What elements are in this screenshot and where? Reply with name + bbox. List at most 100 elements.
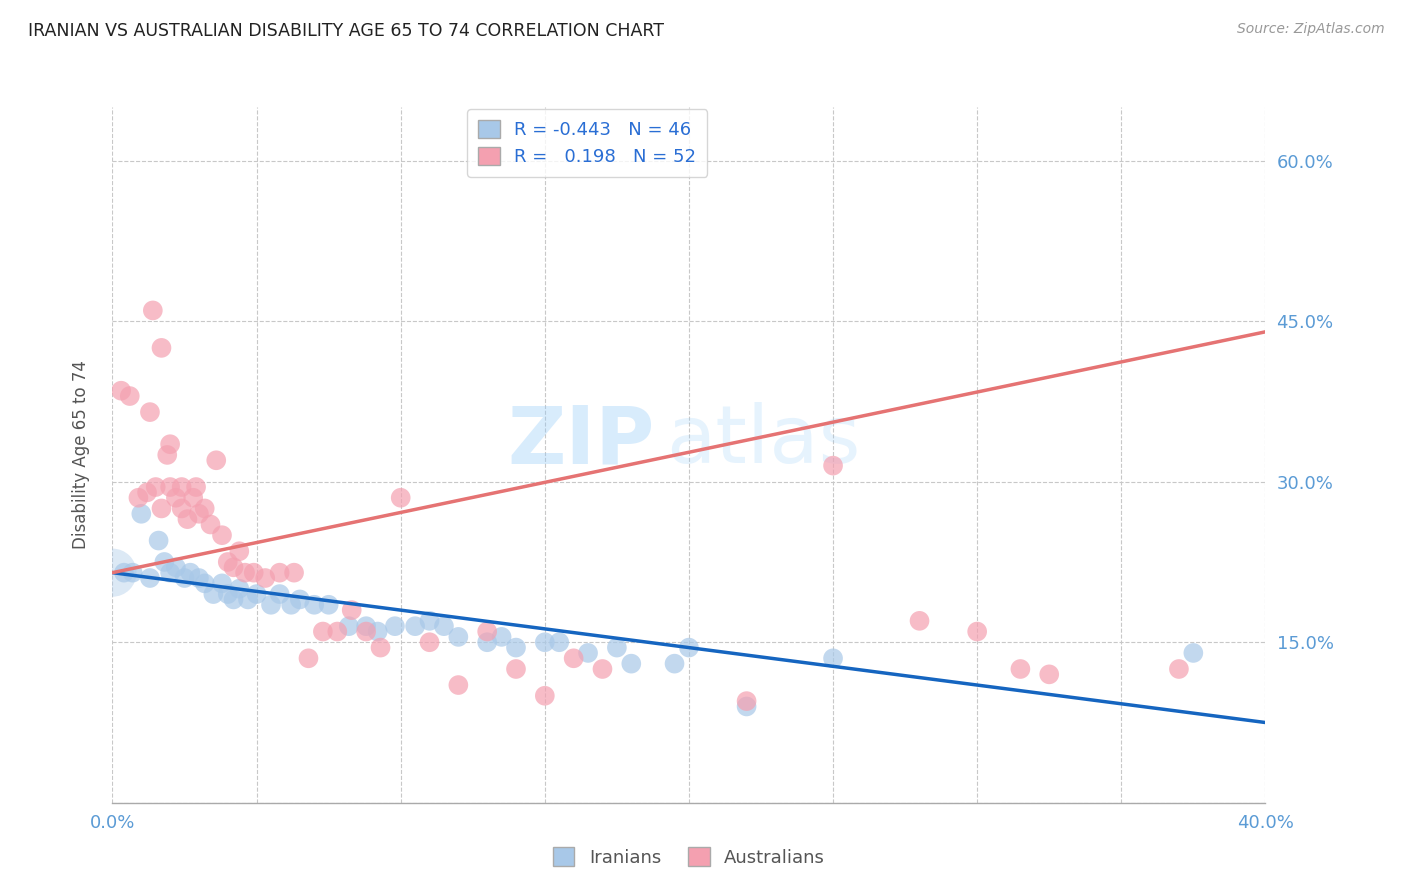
Point	[269, 566, 291, 580]
Point	[1010, 662, 1032, 676]
Point	[447, 630, 470, 644]
Point	[211, 576, 233, 591]
Point	[419, 614, 441, 628]
Point	[165, 560, 187, 574]
Point	[173, 571, 195, 585]
Point	[821, 651, 844, 665]
Point	[1167, 662, 1189, 676]
Point	[821, 458, 844, 473]
Point	[254, 571, 277, 585]
Point	[139, 571, 162, 585]
Point	[318, 598, 340, 612]
Point	[118, 389, 141, 403]
Point	[337, 619, 360, 633]
Point	[194, 576, 217, 591]
Point	[447, 678, 470, 692]
Point	[370, 640, 392, 655]
Point	[194, 501, 217, 516]
Point	[280, 598, 302, 612]
Point	[664, 657, 686, 671]
Point	[304, 598, 326, 612]
Point	[966, 624, 988, 639]
Point	[326, 624, 349, 639]
Point	[384, 619, 406, 633]
Point	[188, 571, 211, 585]
Point	[129, 507, 153, 521]
Point	[735, 699, 758, 714]
Point	[260, 598, 283, 612]
Point	[181, 491, 204, 505]
Y-axis label: Disability Age 65 to 74: Disability Age 65 to 74	[72, 360, 90, 549]
Point	[127, 491, 149, 505]
Legend: Iranians, Australians: Iranians, Australians	[546, 840, 832, 874]
Point	[170, 501, 193, 516]
Point	[136, 485, 159, 500]
Point	[735, 694, 758, 708]
Point	[404, 619, 426, 633]
Point	[236, 592, 259, 607]
Point	[548, 635, 571, 649]
Point	[217, 555, 239, 569]
Text: atlas: atlas	[666, 402, 860, 480]
Point	[367, 624, 389, 639]
Point	[222, 592, 245, 607]
Point	[202, 587, 225, 601]
Point	[121, 566, 143, 580]
Point	[562, 651, 585, 665]
Point	[159, 566, 181, 580]
Point	[475, 624, 498, 639]
Point	[354, 619, 377, 633]
Text: Source: ZipAtlas.com: Source: ZipAtlas.com	[1237, 22, 1385, 37]
Point	[419, 635, 441, 649]
Point	[228, 582, 250, 596]
Point	[505, 662, 527, 676]
Point	[1038, 667, 1060, 681]
Point	[592, 662, 614, 676]
Point	[101, 566, 124, 580]
Point	[217, 587, 239, 601]
Point	[145, 480, 167, 494]
Point	[1182, 646, 1205, 660]
Point	[150, 501, 173, 516]
Point	[297, 651, 319, 665]
Point	[312, 624, 335, 639]
Point	[170, 480, 193, 494]
Text: IRANIAN VS AUSTRALIAN DISABILITY AGE 65 TO 74 CORRELATION CHART: IRANIAN VS AUSTRALIAN DISABILITY AGE 65 …	[28, 22, 664, 40]
Point	[505, 640, 527, 655]
Point	[200, 517, 222, 532]
Point	[153, 555, 176, 569]
Point	[110, 384, 132, 398]
Point	[165, 491, 187, 505]
Point	[205, 453, 228, 467]
Point	[678, 640, 700, 655]
Point	[159, 480, 181, 494]
Point	[269, 587, 291, 601]
Point	[159, 437, 181, 451]
Point	[533, 689, 555, 703]
Point	[354, 624, 377, 639]
Point	[475, 635, 498, 649]
Point	[222, 560, 245, 574]
Point	[288, 592, 311, 607]
Point	[188, 507, 211, 521]
Point	[228, 544, 250, 558]
Point	[491, 630, 513, 644]
Point	[908, 614, 931, 628]
Point	[184, 480, 207, 494]
Point	[179, 566, 201, 580]
Point	[139, 405, 162, 419]
Text: ZIP: ZIP	[508, 402, 654, 480]
Point	[176, 512, 198, 526]
Point	[233, 566, 256, 580]
Point	[533, 635, 555, 649]
Point	[245, 587, 267, 601]
Point	[242, 566, 264, 580]
Point	[620, 657, 643, 671]
Point	[112, 566, 135, 580]
Point	[576, 646, 599, 660]
Point	[142, 303, 165, 318]
Point	[150, 341, 173, 355]
Point	[156, 448, 179, 462]
Point	[340, 603, 363, 617]
Point	[148, 533, 170, 548]
